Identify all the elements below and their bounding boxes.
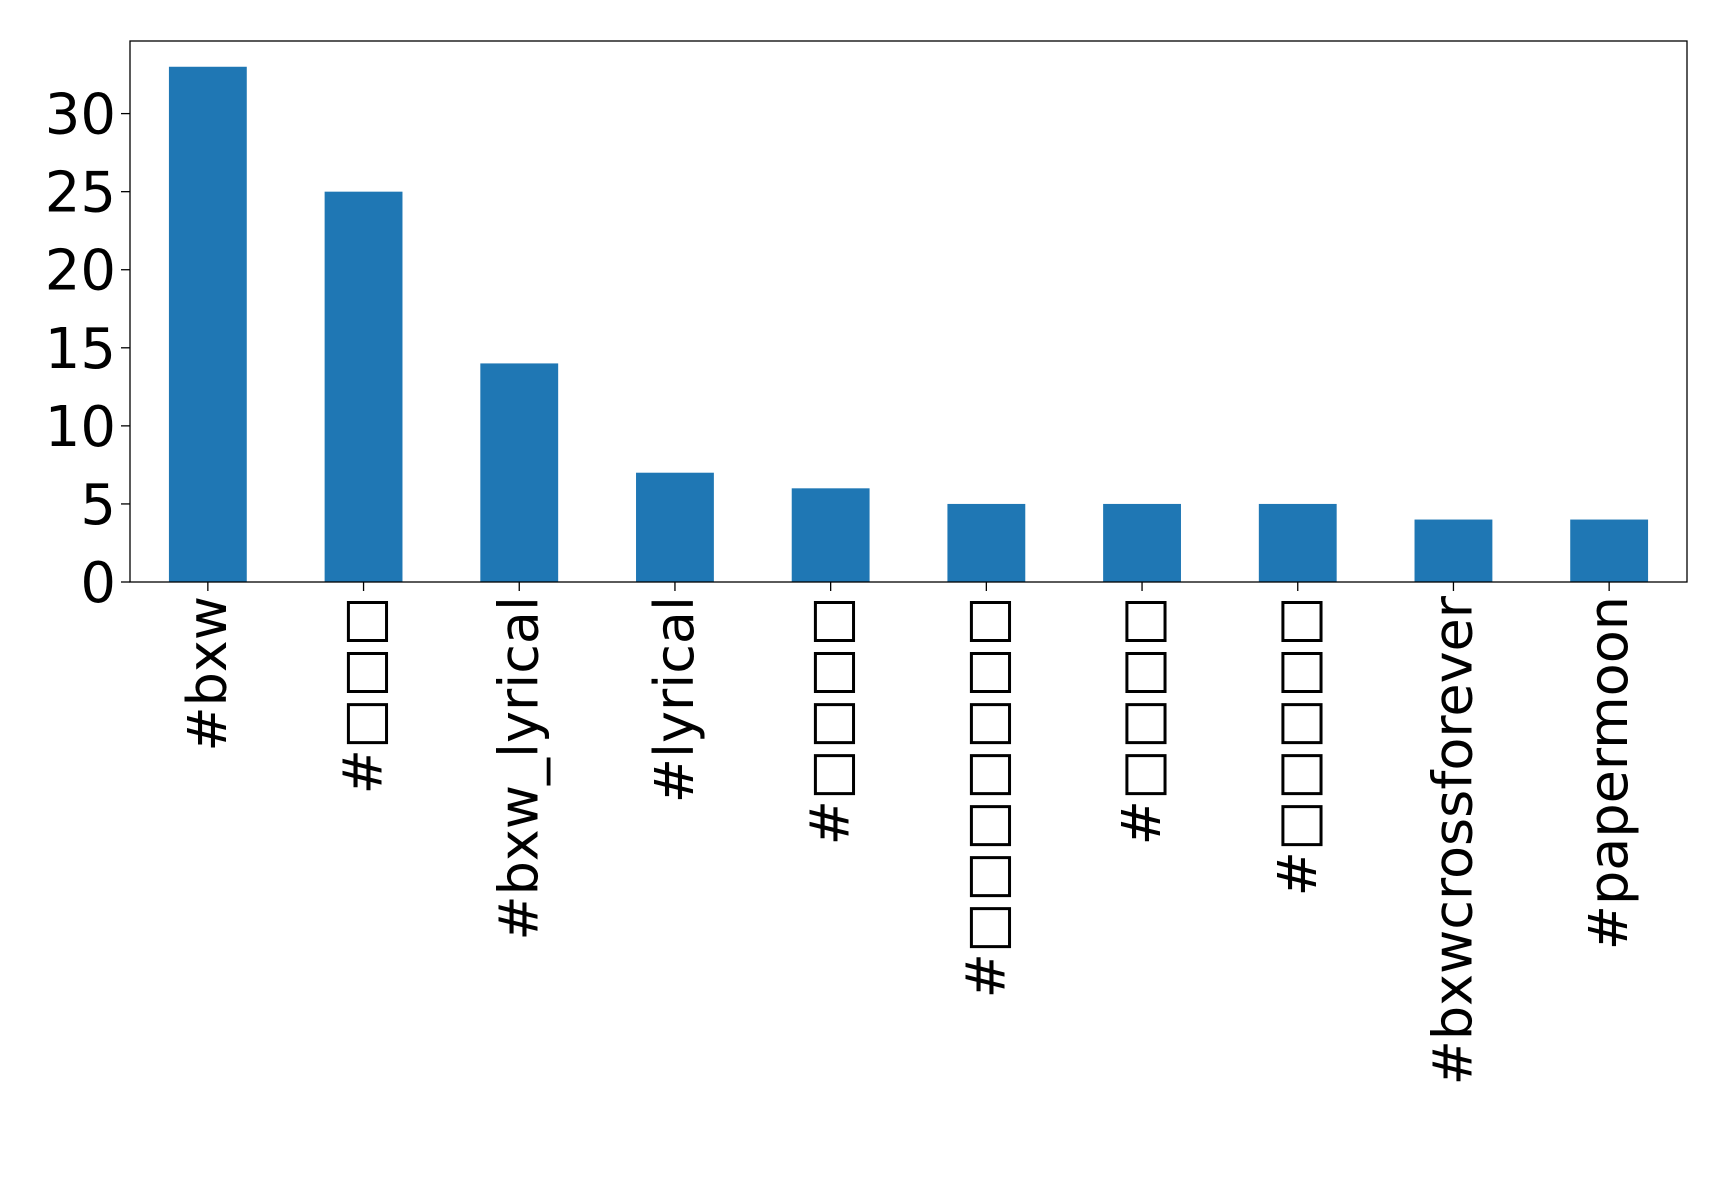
bar [168, 66, 247, 582]
x-tick-label: #lyrical [643, 596, 706, 803]
bar [791, 488, 870, 582]
x-tick-label: #□□□□ [799, 596, 862, 845]
x-tick-label: #bxw [176, 596, 239, 752]
y-tick-label: 10 [45, 395, 116, 460]
x-tick-label: #□□□ [332, 596, 395, 794]
bars-group [168, 66, 1649, 583]
y-tick-label: 0 [80, 551, 116, 616]
x-tick-label: #□□□□□ [1266, 596, 1329, 896]
bar [324, 191, 403, 583]
bar [1414, 519, 1493, 582]
y-tick-label: 5 [80, 473, 116, 538]
plot-frame [129, 40, 1688, 583]
x-tick-label: #□□□□ [1110, 596, 1173, 845]
bar [636, 472, 714, 582]
y-tick-label: 20 [45, 239, 116, 304]
y-tick-label: 15 [45, 317, 116, 382]
bar [1103, 503, 1181, 582]
y-tick-label: 30 [45, 83, 116, 148]
x-tick-label: #bxwcrossforever [1421, 595, 1484, 1085]
bar [480, 363, 559, 582]
bar [1570, 519, 1649, 582]
x-tick-label: #□□□□□□□ [954, 596, 1017, 998]
y-tick-label: 25 [45, 161, 116, 226]
x-tick-label: #bxw_lyrical [487, 596, 550, 941]
bar [947, 503, 1026, 582]
y-axis: 0 5 10 15 20 25 30 [45, 83, 130, 616]
bar [1258, 503, 1337, 582]
x-axis: #bxw #□□□ #bxw_lyrical #lyrical #□□□□ #□□□□□□… [176, 582, 1640, 1085]
x-tick-label: #papermoon [1577, 596, 1640, 950]
